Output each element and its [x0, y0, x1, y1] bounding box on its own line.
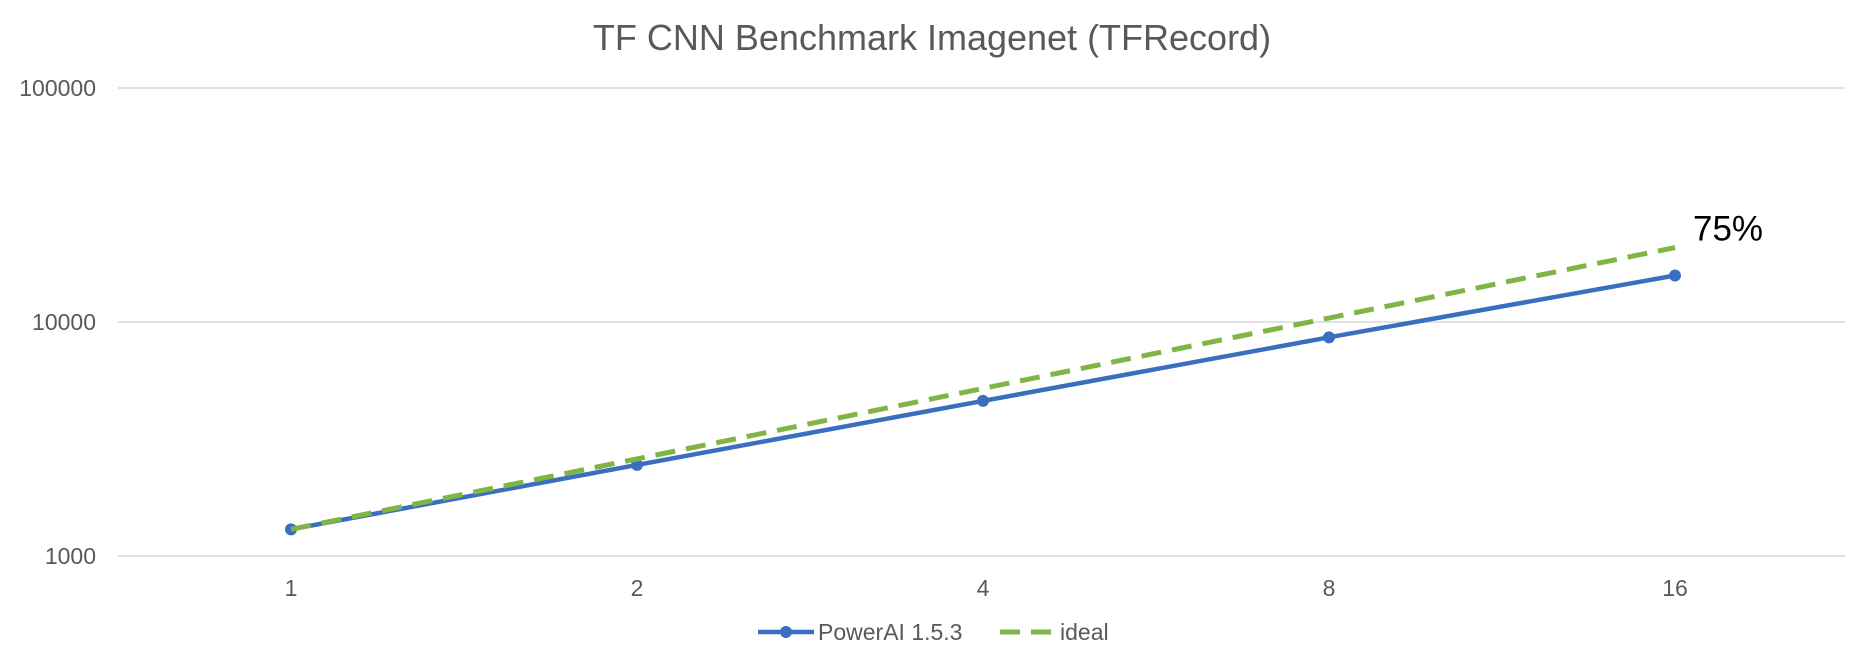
y-tick-label: 100000 — [19, 75, 96, 101]
legend-label: PowerAI 1.5.3 — [818, 619, 962, 645]
x-tick-label: 8 — [1323, 575, 1336, 601]
legend-item-ideal: ideal — [1000, 619, 1109, 645]
legend-marker — [780, 626, 792, 638]
annotation-label: 75% — [1693, 210, 1763, 249]
annotations: 75% — [1693, 210, 1763, 249]
legend-item-powerai: PowerAI 1.5.3 — [758, 619, 962, 645]
series-powerai — [285, 269, 1681, 536]
series-lines — [285, 245, 1681, 536]
y-axis-tick-labels: 1000 10000 100000 — [19, 75, 96, 569]
data-point — [1669, 269, 1681, 282]
gridlines — [118, 87, 1845, 557]
chart-title: TF CNN Benchmark Imagenet (TFRecord) — [593, 17, 1271, 58]
y-tick-label: 1000 — [45, 543, 96, 569]
series-ideal — [290, 245, 1676, 532]
x-tick-label: 4 — [977, 575, 990, 601]
legend: PowerAI 1.5.3 ideal — [758, 619, 1109, 645]
legend-label: ideal — [1060, 619, 1109, 645]
x-axis-tick-labels: 1 2 4 8 16 — [285, 575, 1688, 601]
series-line — [290, 245, 1676, 532]
data-point — [1323, 331, 1335, 344]
x-tick-label: 2 — [631, 575, 644, 601]
data-point — [977, 394, 989, 407]
x-tick-label: 16 — [1662, 575, 1688, 601]
x-tick-label: 1 — [285, 575, 298, 601]
y-tick-label: 10000 — [32, 309, 96, 335]
